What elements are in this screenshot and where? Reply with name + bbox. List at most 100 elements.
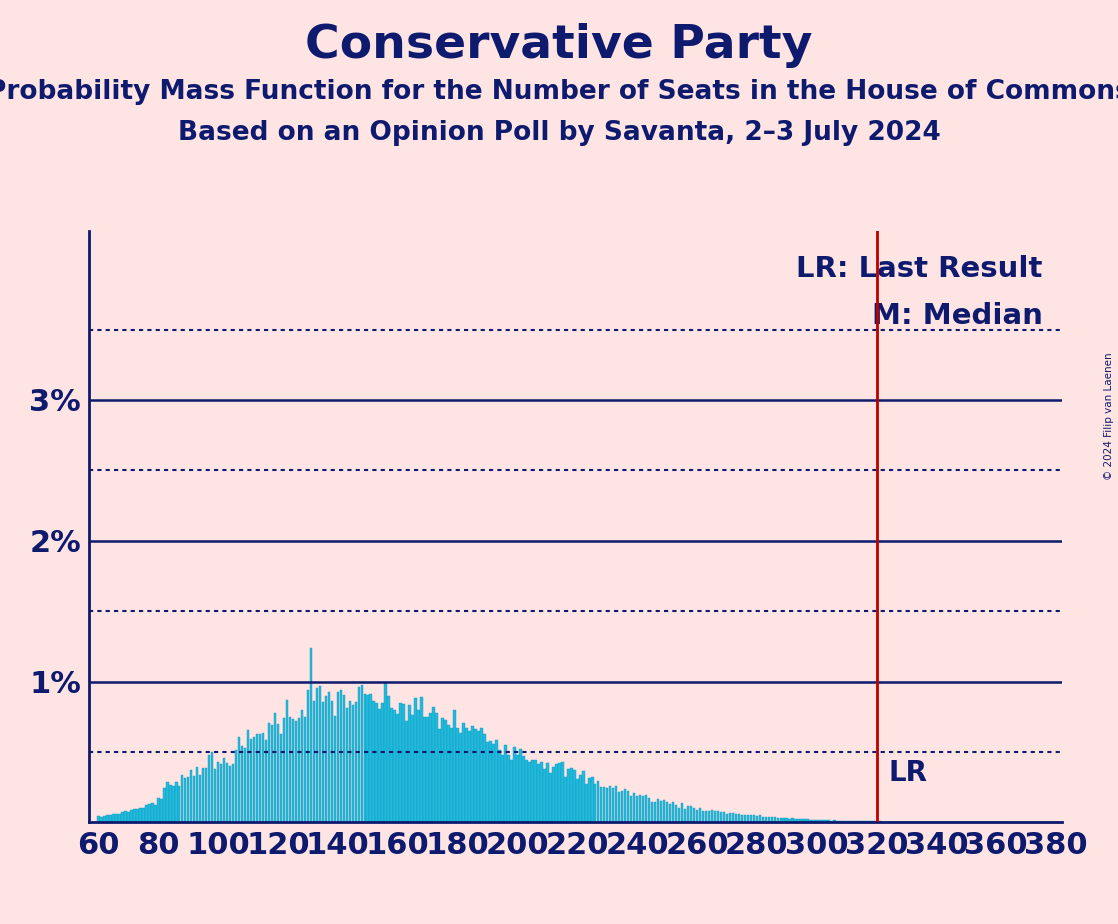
Bar (879, 821, 881, 822)
Bar (187, 777, 189, 822)
Bar (663, 800, 665, 822)
Bar (563, 777, 567, 822)
Bar (477, 731, 480, 822)
Bar (654, 802, 656, 822)
Bar (501, 756, 504, 822)
Bar (642, 796, 644, 822)
Bar (97, 816, 100, 822)
Bar (328, 692, 330, 822)
Bar (481, 728, 483, 822)
Bar (453, 711, 456, 822)
Bar (145, 805, 148, 822)
Text: M: Median: M: Median (872, 302, 1043, 330)
Bar (253, 737, 255, 822)
Bar (139, 808, 142, 822)
Bar (390, 708, 394, 822)
Bar (704, 811, 708, 822)
Bar (411, 715, 414, 822)
Bar (582, 771, 585, 822)
Bar (765, 817, 767, 822)
Bar (106, 815, 108, 822)
Bar (875, 821, 878, 822)
Bar (258, 735, 262, 822)
Bar (240, 746, 244, 822)
Bar (229, 766, 231, 822)
Bar (722, 812, 726, 822)
Text: Based on an Opinion Poll by Savanta, 2–3 July 2024: Based on an Opinion Poll by Savanta, 2–3… (178, 120, 940, 146)
Bar (217, 762, 219, 822)
Text: Conservative Party: Conservative Party (305, 23, 813, 68)
Bar (756, 816, 758, 822)
Bar (292, 720, 294, 822)
Bar (591, 777, 594, 822)
Bar (465, 728, 467, 822)
Bar (483, 735, 485, 822)
Bar (629, 796, 633, 822)
Bar (731, 813, 735, 822)
Bar (369, 694, 372, 822)
Bar (456, 728, 458, 822)
Bar (797, 819, 800, 822)
Bar (809, 820, 812, 822)
Bar (247, 731, 249, 822)
Bar (447, 725, 449, 822)
Bar (172, 786, 174, 822)
Bar (567, 769, 569, 822)
Bar (169, 784, 171, 822)
Bar (486, 742, 489, 822)
Bar (235, 750, 237, 822)
Bar (193, 776, 196, 822)
Bar (157, 798, 160, 822)
Bar (426, 717, 429, 822)
Bar (130, 810, 133, 822)
Bar (774, 817, 776, 822)
Bar (795, 819, 797, 822)
Bar (690, 806, 692, 822)
Bar (752, 815, 755, 822)
Bar (160, 799, 162, 822)
Bar (800, 819, 803, 822)
Bar (399, 703, 402, 822)
Bar (517, 755, 519, 822)
Bar (693, 808, 695, 822)
Bar (534, 760, 537, 822)
Bar (208, 755, 210, 822)
Bar (849, 821, 851, 822)
Bar (672, 802, 674, 822)
Bar (660, 801, 662, 822)
Bar (226, 763, 228, 822)
Bar (103, 816, 106, 822)
Text: Probability Mass Function for the Number of Seats in the House of Commons: Probability Mass Function for the Number… (0, 79, 1118, 104)
Bar (379, 709, 381, 822)
Bar (231, 764, 235, 822)
Bar (388, 696, 390, 822)
Bar (579, 775, 581, 822)
Bar (127, 811, 130, 822)
Bar (711, 809, 713, 822)
Bar (420, 698, 423, 822)
Text: LR: LR (889, 760, 928, 787)
Bar (588, 778, 590, 822)
Bar (340, 690, 342, 822)
Bar (297, 718, 301, 822)
Bar (163, 788, 165, 822)
Bar (376, 702, 378, 822)
Bar (845, 821, 847, 822)
Bar (633, 793, 635, 822)
Bar (424, 717, 426, 822)
Bar (708, 810, 710, 822)
Bar (468, 731, 471, 822)
Bar (546, 763, 549, 822)
Bar (474, 729, 476, 822)
Bar (313, 701, 315, 822)
Bar (702, 810, 704, 822)
Bar (499, 749, 501, 822)
Bar (827, 821, 830, 822)
Bar (504, 745, 506, 822)
Bar (522, 756, 524, 822)
Bar (181, 775, 183, 822)
Bar (238, 736, 240, 822)
Bar (342, 695, 345, 822)
Bar (861, 821, 863, 822)
Bar (636, 796, 638, 822)
